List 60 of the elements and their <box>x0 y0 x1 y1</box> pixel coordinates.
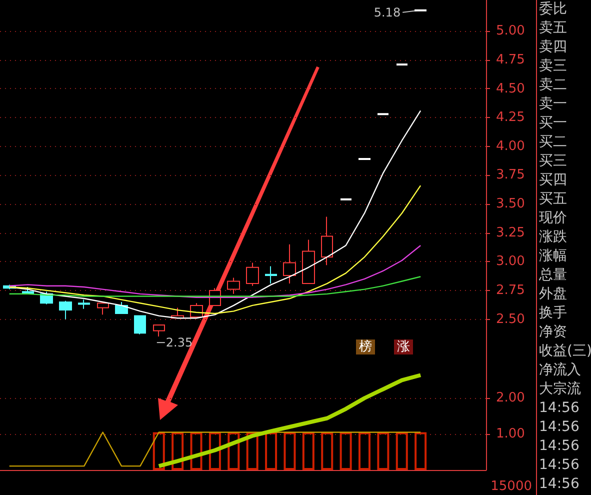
line-series <box>8 110 422 319</box>
text: 卖一 <box>538 95 568 114</box>
text: 涨幅 <box>538 247 568 266</box>
annotation: 涨 <box>397 340 410 354</box>
text: 买一 <box>538 114 568 133</box>
text: 14:56 <box>538 418 580 437</box>
line-series <box>8 244 422 298</box>
text: 委比 <box>538 0 568 19</box>
line-series <box>156 373 423 468</box>
annotation: 5.18 <box>374 5 401 20</box>
text: 买三 <box>538 152 568 171</box>
text: 净资 <box>538 323 568 342</box>
text: 买五 <box>538 190 568 209</box>
text: 卖二 <box>538 76 568 95</box>
text: 买二 <box>538 133 568 152</box>
candlestick <box>246 262 259 286</box>
annotation: 榜 <box>359 340 372 354</box>
text: 涨跌 <box>538 228 568 247</box>
y-tick-label: 3.75 <box>496 168 525 183</box>
text: 收益(三) <box>538 342 591 361</box>
text: 现价 <box>538 209 568 228</box>
text: 换手 <box>538 304 568 323</box>
candlestick <box>97 302 109 316</box>
text: 卖三 <box>538 57 568 76</box>
y-tick-label: 3.25 <box>496 225 525 240</box>
candlestick <box>134 315 146 335</box>
y-tick-label: 2.00 <box>496 390 525 406</box>
y-tick-label: 4.75 <box>496 52 525 68</box>
text: 14:56 <box>538 456 580 475</box>
text: 14:56 <box>538 437 580 456</box>
candlestick <box>265 266 277 284</box>
candlestick <box>78 299 90 310</box>
y-tick-label: 3.00 <box>496 254 525 270</box>
candlestick <box>227 277 240 294</box>
candlestick <box>283 244 296 284</box>
y-tick-label: 5.00 <box>496 24 525 39</box>
y-tick-label: 4.50 <box>496 81 525 96</box>
candlestick <box>59 300 72 320</box>
y-tick-label: 4.00 <box>496 138 525 154</box>
text: 14:56 <box>538 475 580 494</box>
candlestick <box>321 216 333 266</box>
text: 总量 <box>538 266 568 285</box>
y-tick-label: 2.75 <box>496 282 525 298</box>
line-series <box>8 276 422 297</box>
text: 15000 <box>490 479 532 494</box>
text: 买四 <box>538 171 568 190</box>
text: 大宗流 <box>538 380 582 399</box>
text: 卖五 <box>538 19 568 38</box>
text: 净流入 <box>538 361 582 380</box>
annotation: 2.35 <box>166 336 193 350</box>
line-series <box>8 184 422 314</box>
y-tick-label: 3.50 <box>496 196 525 212</box>
text: 外盘 <box>538 285 568 304</box>
y-tick-label: 4.25 <box>496 110 525 126</box>
text: 卖四 <box>538 38 568 57</box>
text: 14:56 <box>538 399 580 418</box>
candlestick <box>302 239 315 284</box>
y-tick-label: 2.50 <box>496 312 525 327</box>
y-tick-label: 1.00 <box>496 426 525 442</box>
candlestick <box>153 324 165 338</box>
